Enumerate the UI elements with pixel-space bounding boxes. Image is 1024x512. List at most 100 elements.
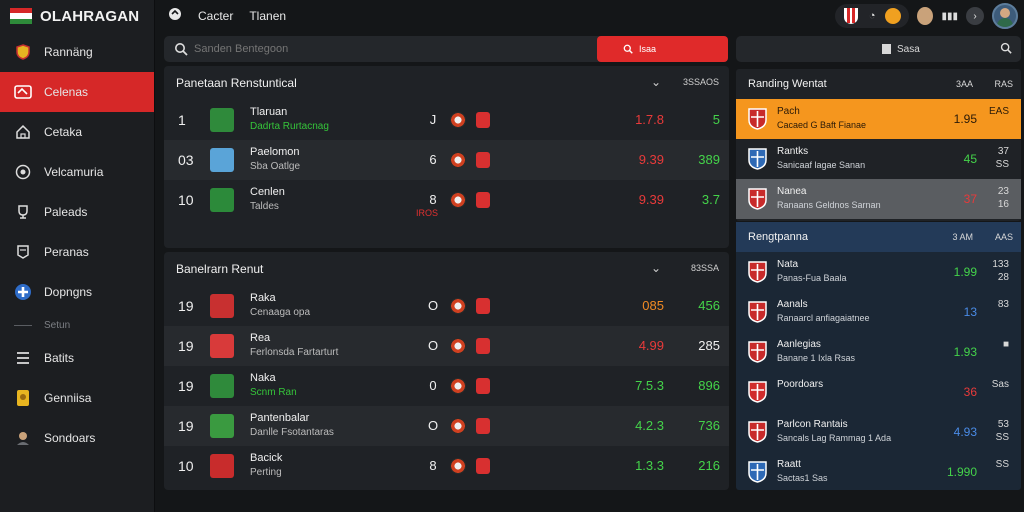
sidebar-item-9[interactable]: Genniisa: [0, 378, 154, 418]
sidebar-item-2[interactable]: Celenas: [0, 72, 154, 112]
sidebar-item-label: Batits: [44, 351, 75, 365]
right-filter-bar[interactable]: Sasa: [736, 36, 1021, 62]
ranking-row[interactable]: Nanea Ranaans Geldnos Sarnan 37 23 16: [736, 179, 1021, 219]
team-crest-icon: [450, 112, 466, 128]
club-name: Parlcon Rantais: [777, 419, 848, 430]
table-row[interactable]: 10 Cenlen Taldes 8 9.39 3.7 IROS: [164, 180, 729, 220]
club-shield-icon: [748, 461, 767, 483]
sidebar-item-6[interactable]: Peranas: [0, 232, 154, 272]
panel-header: Panetaan Renstuntical ⌄ 3SSAOS: [164, 66, 729, 100]
kit-icon: [476, 152, 490, 168]
table-row[interactable]: 03 Paelomon Sba Oatlge 6 9.39 389: [164, 140, 729, 180]
chevron-down-icon[interactable]: ⌄: [650, 75, 661, 89]
ranking-row[interactable]: Aanlegias Banane 1 Ixla Rsas 1.93 ■: [736, 332, 1021, 372]
ranking-row[interactable]: Parlcon Rantais Sancals Lag Rammag 1 Ada 4…: [736, 412, 1021, 452]
sidebar-item-7[interactable]: Dopngns: [0, 272, 154, 312]
team-logo-icon: [210, 334, 234, 358]
score-value: 896: [698, 378, 720, 393]
table-row[interactable]: 10 Bacick Perting 8 1.3.3 216: [164, 446, 729, 486]
sidebar-item-4[interactable]: Velcamuria: [0, 152, 154, 192]
top-link-1[interactable]: Cacter: [198, 8, 234, 23]
kit-icon: [476, 458, 490, 474]
sidebar-item-label: Velcamuria: [44, 165, 104, 179]
club-subtitle: Panas-Fua Baala: [777, 273, 847, 283]
club-value: 37: [963, 192, 977, 206]
ranking-row[interactable]: Rantks Sanicaaf lagae Sanan 45 37 SS: [736, 139, 1021, 179]
row-rank: 03: [178, 152, 194, 168]
flag-icon: [10, 8, 32, 24]
odds-value[interactable]: 7.5.3: [635, 378, 664, 393]
club-value: 1.95: [953, 112, 977, 126]
odds-value[interactable]: 9.39: [638, 152, 664, 167]
ranking-row[interactable]: Aanals Ranaarcl anfiagaiatnee 13 83: [736, 292, 1021, 332]
team-pill[interactable]: ◔: [834, 4, 910, 28]
sidebar-item-3[interactable]: Cetaka: [0, 112, 154, 152]
odds-value[interactable]: 1.3.3: [635, 458, 664, 473]
club-shield-icon: [748, 108, 767, 130]
sidebar-item-label: Celenas: [44, 85, 89, 99]
group-meta-2: AAS: [994, 232, 1013, 242]
club-subtitle: Ranaarcl anfiagaiatnee: [777, 313, 870, 323]
club-subtitle: Banane 1 Ixla Rsas: [777, 353, 856, 363]
form-indicator: O: [427, 298, 439, 313]
row-note: IROS: [416, 208, 439, 218]
club-name: Nata: [777, 259, 799, 270]
panel-header: Banelrarn Renut ⌄ 83SSA: [164, 252, 729, 286]
profile-mini-icon[interactable]: [917, 7, 934, 25]
club-name: Aanals: [777, 299, 808, 310]
club-name: Poordoars: [777, 379, 824, 390]
right-filter-label: Sasa: [897, 43, 920, 55]
odds-value[interactable]: 9.39: [638, 192, 664, 207]
group-header: Rengtpanna 3 AM AAS: [736, 222, 1021, 252]
odds-value[interactable]: 1.7.8: [635, 112, 664, 127]
search-input[interactable]: [194, 43, 574, 55]
club-score: SS: [995, 459, 1009, 470]
table-row[interactable]: 19 Pantenbalar Danlle Fsotantaras O 4.2.3 736: [164, 406, 729, 446]
refresh-icon[interactable]: [168, 7, 182, 24]
table-row[interactable]: 1 Tlaruan Dadrta Rurtacnag J 1.7.8 5: [164, 100, 729, 140]
sidebar-item-1[interactable]: Rannäng: [0, 32, 154, 72]
team-logo-icon: [210, 374, 234, 398]
odds-value[interactable]: 4.2.3: [635, 418, 664, 433]
score-value: 216: [698, 458, 720, 473]
club-shield-icon: [748, 261, 767, 283]
search-icon: [623, 44, 633, 54]
ranking-row[interactable]: Pach Cacaed G Baft Fianae 1.95 EAS: [736, 99, 1021, 139]
sidebar-item-8[interactable]: Batits: [0, 338, 154, 378]
club-shield-icon: [748, 381, 767, 403]
ranking-meta-1: 3AA: [955, 79, 973, 89]
arrow-right-icon[interactable]: ›: [966, 7, 984, 25]
club-shield-icon: [748, 148, 767, 170]
panel-rows: 1 Tlaruan Dadrta Rurtacnag J 1.7.8 5 03 Paelomo…: [164, 100, 729, 220]
club-value: 1.99: [953, 265, 977, 279]
row-rank: 19: [178, 378, 194, 394]
club-name: Rantks: [777, 146, 809, 157]
panel-results: Banelrarn Renut ⌄ 83SSA 19 Raka Cenaaga op…: [164, 252, 729, 490]
panel-title: Panetaan Renstuntical: [176, 76, 297, 90]
row-rank: 10: [178, 458, 194, 474]
row-rank: 10: [178, 192, 194, 208]
ranking-row[interactable]: Raatt Sactas1 Sas 1.990 SS: [736, 452, 1021, 492]
score-value: 285: [698, 338, 720, 353]
club-score: 53 SS: [995, 419, 1009, 443]
odds-value[interactable]: 4.99: [638, 338, 664, 353]
sidebar-item-5[interactable]: Paleads: [0, 192, 154, 232]
ranking-row[interactable]: Nata Panas-Fua Baala 1.99 133 28: [736, 252, 1021, 292]
chevron-down-icon[interactable]: ⌄: [650, 261, 661, 275]
brand[interactable]: OLAHRAGAN: [0, 0, 154, 32]
ranking-row[interactable]: Poordoars 36 Sas: [736, 372, 1021, 412]
club-value: 4.93: [953, 425, 977, 439]
table-row[interactable]: 19 Rea Ferlonsda Fartarturt O 4.99 285: [164, 326, 729, 366]
table-row[interactable]: 19 Raka Cenaaga opa O 085 456: [164, 286, 729, 326]
odds-value[interactable]: 085: [642, 298, 664, 313]
table-row[interactable]: 19 Naka Scnm Ran 0 7.5.3 896: [164, 366, 729, 406]
sidebar-item-10[interactable]: Sondoars: [0, 418, 154, 458]
top-link-2[interactable]: Tlanen: [249, 8, 287, 23]
panel-meta: 3SSAOS: [682, 77, 719, 87]
search-button-label: Isaa: [639, 44, 657, 54]
avatar[interactable]: [992, 3, 1018, 29]
club-subtitle: Ranaans Geldnos Sarnan: [777, 200, 881, 210]
ticket-icon: [14, 83, 32, 101]
badge-icon: [14, 389, 32, 407]
search-button[interactable]: Isaa: [597, 36, 728, 62]
